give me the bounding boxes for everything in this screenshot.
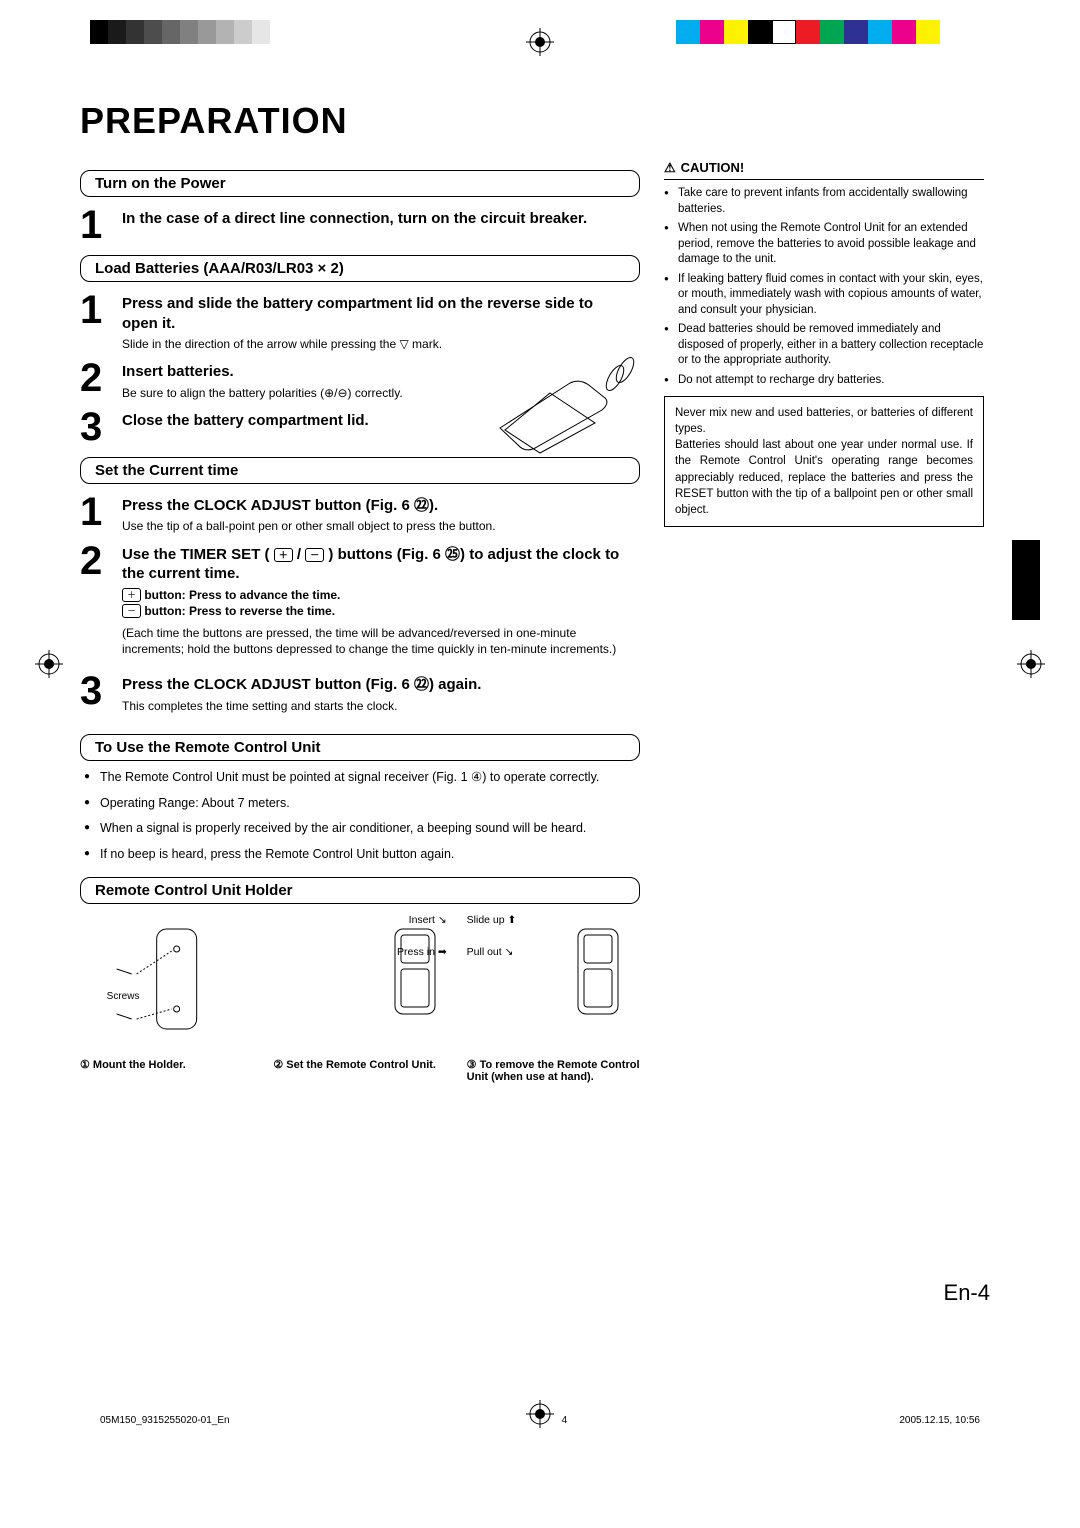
step-number: 2 bbox=[80, 541, 122, 581]
color-calibration-strip bbox=[676, 20, 940, 44]
caution-header: CAUTION! bbox=[664, 160, 984, 180]
use-remote-list: The Remote Control Unit must be pointed … bbox=[84, 769, 640, 863]
list-item: When not using the Remote Control Unit f… bbox=[664, 221, 984, 268]
caution-list: Take care to prevent infants from accide… bbox=[664, 186, 984, 388]
caution-box: Never mix new and used batteries, or bat… bbox=[664, 396, 984, 527]
step-title: In the case of a direct line connection,… bbox=[122, 209, 640, 229]
gray-calibration-strip bbox=[90, 20, 270, 44]
list-item: Operating Range: About 7 meters. bbox=[84, 795, 640, 813]
list-item: When a signal is properly received by th… bbox=[84, 820, 640, 838]
holder-figures: Screws ① Mount the Holder. Insert ↘ Pres… bbox=[80, 914, 640, 1083]
registration-mark-icon bbox=[1017, 650, 1045, 678]
list-item: Take care to prevent infants from accide… bbox=[664, 186, 984, 217]
footer-date: 2005.12.15, 10:56 bbox=[899, 1415, 980, 1426]
screws-label: Screws bbox=[107, 991, 140, 1002]
holder-mount-illustration: Screws bbox=[80, 914, 253, 1054]
step-title: Close the battery compartment lid. bbox=[122, 411, 640, 431]
step-clock-2: 2 Use the TIMER SET ( ＋ / － ) buttons (F… bbox=[80, 541, 640, 619]
step-title: Press and slide the battery compartment … bbox=[122, 294, 640, 333]
list-item: If no beep is heard, press the Remote Co… bbox=[84, 846, 640, 864]
list-item: The Remote Control Unit must be pointed … bbox=[84, 769, 640, 787]
holder-remove-illustration bbox=[560, 919, 630, 1019]
footer-doc-id: 05M150_9315255020-01_En bbox=[100, 1415, 230, 1426]
section-header-holder: Remote Control Unit Holder bbox=[80, 877, 640, 904]
step-note: This completes the time setting and star… bbox=[122, 698, 640, 714]
step-number: 1 bbox=[80, 492, 122, 532]
step-title: Insert batteries. bbox=[122, 362, 640, 382]
step-clock-1: 1 Press the CLOCK ADJUST button (Fig. 6 … bbox=[80, 492, 640, 535]
step-note: Use the tip of a ball-point pen or other… bbox=[122, 518, 640, 534]
step-number: 3 bbox=[80, 671, 122, 711]
section-header-batteries: Load Batteries (AAA/R03/LR03 × 2) bbox=[80, 255, 640, 282]
print-marks bbox=[80, 20, 1000, 70]
list-item: Do not attempt to recharge dry batteries… bbox=[664, 373, 984, 389]
holder-fig-1: Screws ① Mount the Holder. bbox=[80, 914, 253, 1083]
step-title: Press the CLOCK ADJUST button (Fig. 6 ㉒)… bbox=[122, 496, 640, 516]
step-note: Be sure to align the battery polarities … bbox=[122, 385, 640, 401]
section-header-power: Turn on the Power bbox=[80, 170, 640, 197]
page-footer: 05M150_9315255020-01_En 4 2005.12.15, 10… bbox=[100, 1415, 980, 1426]
page-number: En-4 bbox=[944, 1280, 990, 1306]
step-note: ＋ button: Press to advance the time. － b… bbox=[122, 587, 640, 619]
minus-button-icon: － bbox=[305, 548, 324, 562]
plus-button-icon: ＋ bbox=[122, 588, 141, 602]
step-batt-3: 3 Close the battery compartment lid. bbox=[80, 407, 640, 447]
list-item: Dead batteries should be removed immedia… bbox=[664, 322, 984, 369]
holder-caption-3: ③ To remove the Remote Control Unit (whe… bbox=[467, 1058, 640, 1083]
holder-fig-3: Slide up ⬆ Pull out ↘ ③ To remove the Re… bbox=[467, 914, 640, 1083]
step-batt-1: 1 Press and slide the battery compartmen… bbox=[80, 290, 640, 352]
step-number: 1 bbox=[80, 205, 122, 245]
page-content: PREPARATION Turn on the Power 1 In the c… bbox=[80, 100, 1000, 1083]
step-number: 3 bbox=[80, 407, 122, 447]
plus-button-icon: ＋ bbox=[274, 548, 293, 562]
minus-button-icon: － bbox=[122, 604, 141, 618]
step-number: 2 bbox=[80, 358, 122, 398]
slideup-label: Slide up bbox=[467, 914, 505, 926]
step-clock-2-para: (Each time the buttons are pressed, the … bbox=[122, 625, 640, 657]
list-item: If leaking battery fluid comes in contac… bbox=[664, 272, 984, 319]
footer-page: 4 bbox=[562, 1415, 568, 1426]
holder-fig-2: Insert ↘ Press in ➡ ② Set the Remote Con… bbox=[273, 914, 446, 1083]
section-header-use-remote: To Use the Remote Control Unit bbox=[80, 734, 640, 761]
step-title: Use the TIMER SET ( ＋ / － ) buttons (Fig… bbox=[122, 545, 640, 584]
holder-caption-2: ② Set the Remote Control Unit. bbox=[273, 1058, 446, 1071]
registration-mark-icon bbox=[526, 28, 554, 56]
holder-set-illustration bbox=[377, 919, 447, 1019]
section-header-clock: Set the Current time bbox=[80, 457, 640, 484]
page-edge-tab bbox=[1012, 540, 1040, 620]
step-title: Press the CLOCK ADJUST button (Fig. 6 ㉒)… bbox=[122, 675, 640, 695]
step-number: 1 bbox=[80, 290, 122, 330]
step-batt-2: 2 Insert batteries. Be sure to align the… bbox=[80, 358, 640, 401]
registration-mark-icon bbox=[35, 650, 63, 678]
step-clock-3: 3 Press the CLOCK ADJUST button (Fig. 6 … bbox=[80, 671, 640, 714]
caution-column: CAUTION! Take care to prevent infants fr… bbox=[664, 160, 984, 1083]
main-column: Turn on the Power 1 In the case of a dir… bbox=[80, 160, 640, 1083]
holder-caption-1: ① Mount the Holder. bbox=[80, 1058, 253, 1071]
step-power-1: 1 In the case of a direct line connectio… bbox=[80, 205, 640, 245]
pullout-label: Pull out bbox=[467, 946, 502, 958]
page-title: PREPARATION bbox=[80, 100, 1000, 142]
